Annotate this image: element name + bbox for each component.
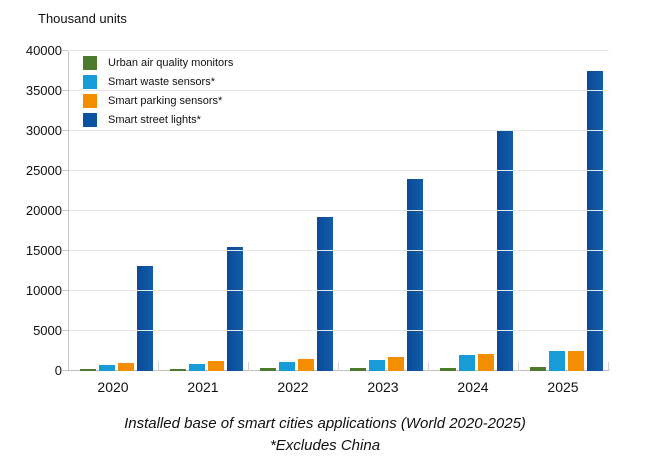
bar-2023-smart-parking-sensors	[388, 357, 404, 371]
gridline	[69, 170, 609, 171]
bar-2022-smart-parking-sensors	[298, 358, 314, 371]
units-label: Thousand units	[38, 11, 127, 26]
y-axis-label: 35000	[25, 83, 62, 98]
bar-2020-smart-street-lights	[137, 266, 153, 371]
y-axis: 0 5000 10000 15000 20000 25000 30000 35000 40000	[0, 43, 62, 378]
gridline	[69, 330, 609, 331]
y-axis-label: 5000	[33, 323, 62, 338]
y-axis-label: 30000	[25, 123, 62, 138]
gridline	[69, 290, 609, 291]
x-axis-label-2024: 2024	[457, 379, 489, 395]
bar-2025-smart-waste-sensors	[549, 351, 565, 371]
bar-2022-smart-waste-sensors	[279, 361, 295, 371]
y-tick	[62, 210, 68, 211]
bar-2022-smart-street-lights	[317, 216, 333, 371]
gridline	[69, 210, 609, 211]
gridline	[69, 90, 609, 91]
bar-2021-smart-waste-sensors	[189, 363, 205, 371]
x-axis-label-2023: 2023	[367, 379, 399, 395]
x-axis-label-2022: 2022	[277, 379, 309, 395]
bar-group-2023	[339, 51, 429, 371]
gridline	[69, 130, 609, 131]
x-tick	[518, 362, 519, 371]
bar-2021-smart-street-lights	[227, 247, 243, 371]
gridline	[69, 250, 609, 251]
bar-group-2020	[69, 51, 159, 371]
x-tick	[428, 362, 429, 371]
x-axis-line	[68, 370, 610, 371]
bar-2020-urban-air-quality-monitors	[80, 368, 96, 371]
y-axis-label: 10000	[25, 283, 62, 298]
x-tick	[608, 362, 609, 371]
bar-2020-smart-parking-sensors	[118, 363, 134, 371]
y-axis-label: 40000	[25, 43, 62, 58]
bar-2024-smart-waste-sensors	[459, 355, 475, 371]
legend-item-smart-parking-sensors: Smart parking sensors*	[83, 94, 233, 108]
urban-air-quality-monitors-swatch	[83, 56, 97, 70]
x-tick	[248, 362, 249, 371]
smart-street-lights-swatch	[83, 113, 97, 127]
plot-area: Urban air quality monitors Smart waste se…	[62, 50, 610, 371]
legend-item-smart-street-lights: Smart street lights*	[83, 113, 233, 127]
bar-2025-smart-street-lights	[587, 71, 603, 371]
gridline	[69, 50, 609, 51]
x-axis-label-2020: 2020	[97, 379, 129, 395]
caption: Installed base of smart cities applicati…	[10, 413, 640, 457]
x-axis-label-2021: 2021	[187, 379, 219, 395]
bar-2024-urban-air-quality-monitors	[440, 367, 456, 371]
legend: Urban air quality monitors Smart waste se…	[83, 56, 233, 132]
bar-2021-smart-parking-sensors	[208, 361, 224, 371]
y-tick	[62, 170, 68, 171]
bar-2023-smart-waste-sensors	[369, 359, 385, 371]
caption-title: Installed base of smart cities applicati…	[124, 415, 526, 432]
bar-2020-smart-waste-sensors	[99, 364, 115, 371]
y-axis-label: 25000	[25, 163, 62, 178]
x-axis-label-2025: 2025	[547, 379, 579, 395]
smart-parking-sensors-swatch	[83, 94, 97, 108]
bar-2024-smart-parking-sensors	[478, 354, 494, 371]
y-tick	[62, 90, 68, 91]
x-tick	[158, 362, 159, 371]
x-tick	[338, 362, 339, 371]
x-axis-labels: 2020 2021 2022 2023 2024 2025	[68, 379, 608, 397]
bar-group-2025	[519, 51, 609, 371]
y-axis-label: 15000	[25, 243, 62, 258]
y-tick	[62, 50, 68, 51]
legend-label: Smart waste sensors*	[108, 76, 215, 88]
bar-group-2024	[429, 51, 519, 371]
legend-label: Urban air quality monitors	[108, 57, 234, 69]
y-axis-label: 0	[54, 363, 62, 378]
legend-label: Smart street lights*	[108, 114, 201, 126]
legend-item-urban-air-quality-monitors: Urban air quality monitors	[83, 56, 233, 70]
bar-2021-urban-air-quality-monitors	[170, 368, 186, 371]
bar-2022-urban-air-quality-monitors	[260, 368, 276, 371]
y-tick	[62, 290, 68, 291]
smart-waste-sensors-swatch	[83, 75, 97, 89]
bar-group-2021	[159, 51, 249, 371]
caption-subtitle: *Excludes China	[269, 437, 381, 454]
bar-2025-smart-parking-sensors	[568, 350, 584, 371]
legend-item-smart-waste-sensors: Smart waste sensors*	[83, 75, 233, 89]
bar-group-2022	[249, 51, 339, 371]
y-tick	[62, 130, 68, 131]
y-tick	[62, 330, 68, 331]
y-tick	[62, 370, 68, 371]
bar-2023-urban-air-quality-monitors	[350, 368, 366, 371]
bar-2025-urban-air-quality-monitors	[530, 367, 546, 371]
legend-label: Smart parking sensors*	[108, 95, 223, 107]
y-tick	[62, 250, 68, 251]
y-axis-label: 20000	[25, 203, 62, 218]
bar-2023-smart-street-lights	[407, 179, 423, 371]
